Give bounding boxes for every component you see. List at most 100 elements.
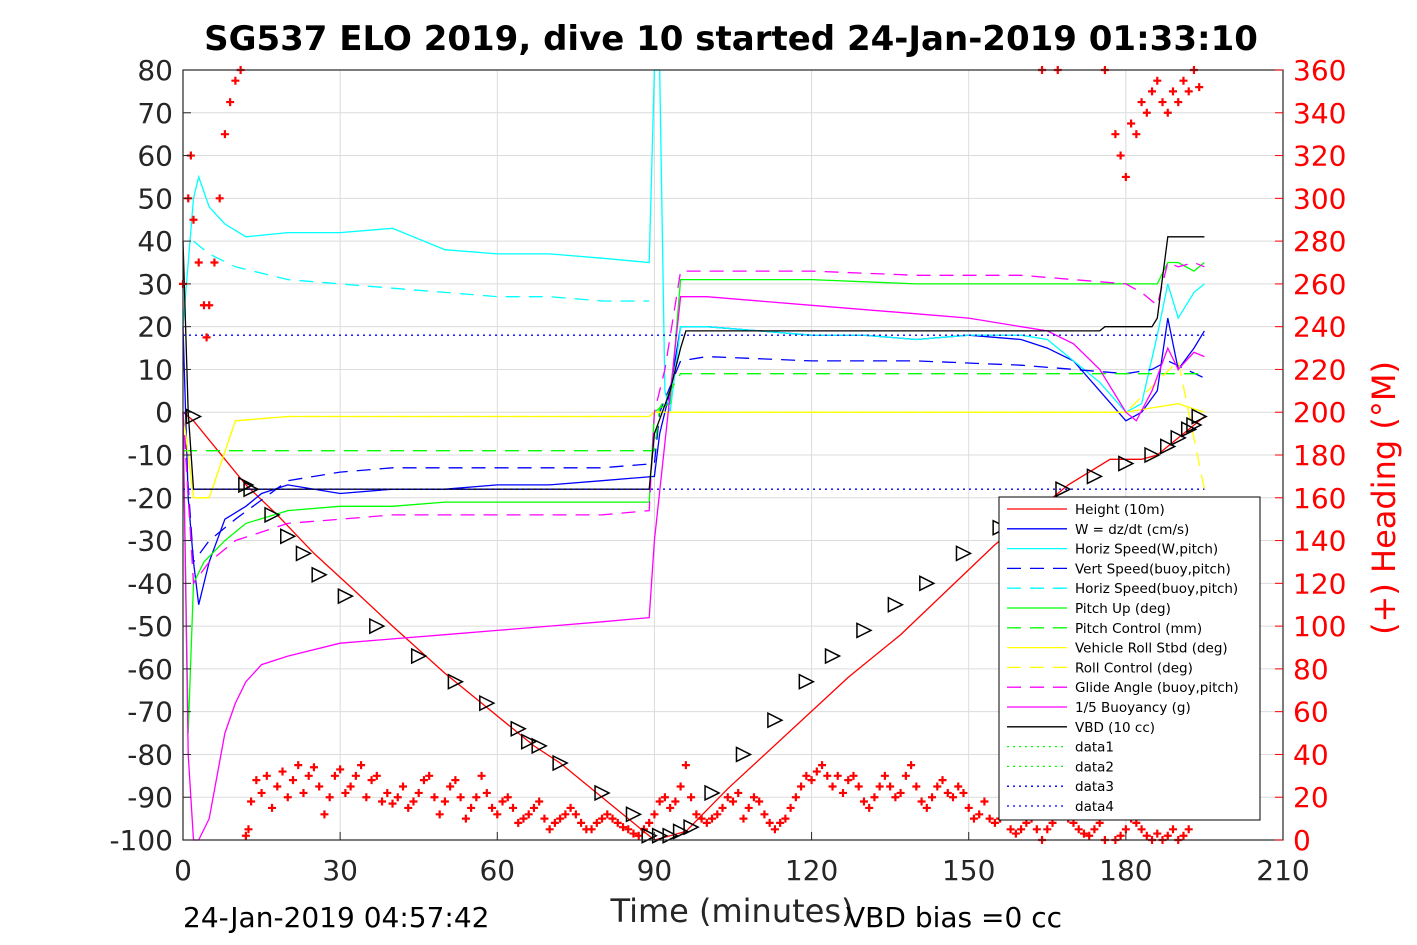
heading-point xyxy=(571,810,580,819)
right-tick-label: 300 xyxy=(1293,182,1346,215)
heading-point xyxy=(215,194,224,203)
heading-point xyxy=(739,814,748,823)
time-marker xyxy=(641,827,658,844)
legend-label: Height (10m) xyxy=(1075,502,1165,518)
heading-point xyxy=(645,818,654,827)
time-marker xyxy=(662,827,679,844)
time-marker xyxy=(280,528,297,545)
time-marker xyxy=(683,818,700,836)
heading-point xyxy=(461,814,470,823)
series-line-4 xyxy=(193,240,650,302)
heading-point xyxy=(477,771,486,780)
heading-point xyxy=(451,776,460,785)
time-marker xyxy=(369,617,386,635)
time-marker xyxy=(311,566,328,583)
heading-point xyxy=(273,782,282,791)
heading-point xyxy=(205,301,214,310)
heading-point xyxy=(702,818,711,827)
right-tick-label: 160 xyxy=(1293,482,1346,515)
heading-point xyxy=(828,782,837,791)
legend-label: data4 xyxy=(1075,799,1114,815)
right-tick-label: 320 xyxy=(1293,140,1346,173)
heading-point xyxy=(268,803,277,812)
heading-point xyxy=(975,810,984,819)
left-y-axis: 80 70 60 50 40 30 20 10 0 -10 -20 -30 -40 -50 -60 -70 -8… xyxy=(109,54,191,857)
x-tick-label: 0 xyxy=(174,854,192,887)
heading-point xyxy=(629,829,638,838)
x-tick-label: 150 xyxy=(942,854,995,887)
heading-point xyxy=(786,803,795,812)
x-tick-label: 120 xyxy=(785,854,838,887)
heading-point xyxy=(938,776,947,785)
heading-point xyxy=(550,818,559,827)
right-y-axis: 3603403203002802602402202001801601401201… xyxy=(1275,54,1346,857)
heading-point xyxy=(666,803,675,812)
heading-point xyxy=(619,823,627,832)
heading-point xyxy=(718,803,727,812)
heading-point xyxy=(577,818,586,827)
heading-point xyxy=(498,797,507,806)
time-marker xyxy=(919,575,936,592)
x-tick-label: 180 xyxy=(1099,854,1152,887)
heading-point xyxy=(1153,76,1162,85)
heading-point xyxy=(624,825,633,834)
heading-point xyxy=(435,810,444,819)
time-marker xyxy=(1170,429,1187,447)
heading-point xyxy=(440,797,449,806)
time-marker xyxy=(704,784,721,802)
heading-point xyxy=(561,810,570,819)
time-marker xyxy=(1055,481,1072,498)
heading-point xyxy=(393,793,402,802)
heading-point xyxy=(378,797,387,806)
legend-label: Pitch Control (mm) xyxy=(1075,621,1202,637)
heading-point xyxy=(456,793,465,802)
legend-label: Roll Control (deg) xyxy=(1075,660,1193,676)
right-tick-label: 80 xyxy=(1293,653,1329,686)
heading-point xyxy=(1011,829,1020,838)
heading-point xyxy=(833,771,842,780)
heading-point xyxy=(1006,825,1015,834)
right-tick-label: 0 xyxy=(1293,824,1311,857)
series-line-9 xyxy=(182,261,1205,586)
heading-point xyxy=(299,788,308,797)
legend-label: VBD (10 cc) xyxy=(1075,720,1155,736)
left-tick-label: -90 xyxy=(127,781,173,814)
time-marker xyxy=(479,694,496,712)
right-tick-label: 40 xyxy=(1293,738,1329,771)
x-tick-label: 90 xyxy=(637,854,673,887)
x-tick-label: 60 xyxy=(479,854,515,887)
heading-point xyxy=(1137,825,1146,834)
heading-point xyxy=(430,793,439,802)
heading-point xyxy=(1148,87,1157,96)
heading-point xyxy=(304,771,313,780)
heading-point xyxy=(535,797,544,806)
left-tick-label: 0 xyxy=(155,396,173,429)
heading-point xyxy=(943,788,952,797)
heading-point xyxy=(922,803,931,812)
time-marker xyxy=(243,481,260,498)
heading-point xyxy=(770,825,779,834)
heading-point xyxy=(969,814,978,823)
series-line-11 xyxy=(182,236,1205,490)
heading-point xyxy=(545,825,554,834)
heading-point xyxy=(514,818,523,827)
left-tick-label: -10 xyxy=(127,439,173,472)
heading-point xyxy=(1111,130,1120,139)
heading-point xyxy=(781,814,790,823)
time-marker xyxy=(510,720,527,737)
heading-point xyxy=(870,793,879,802)
heading-point xyxy=(1074,825,1083,834)
heading-point xyxy=(949,793,957,802)
x-tick-label: 210 xyxy=(1256,854,1309,887)
heading-point xyxy=(839,788,847,797)
heading-point xyxy=(592,818,601,827)
heading-point xyxy=(681,761,690,770)
heading-point xyxy=(613,818,622,827)
legend-label: data1 xyxy=(1075,740,1114,756)
heading-point xyxy=(980,797,989,806)
heading-point xyxy=(241,831,250,840)
heading-point xyxy=(598,814,607,823)
right-tick-label: 360 xyxy=(1293,54,1346,87)
heading-point xyxy=(404,803,413,812)
heading-point xyxy=(776,818,785,827)
